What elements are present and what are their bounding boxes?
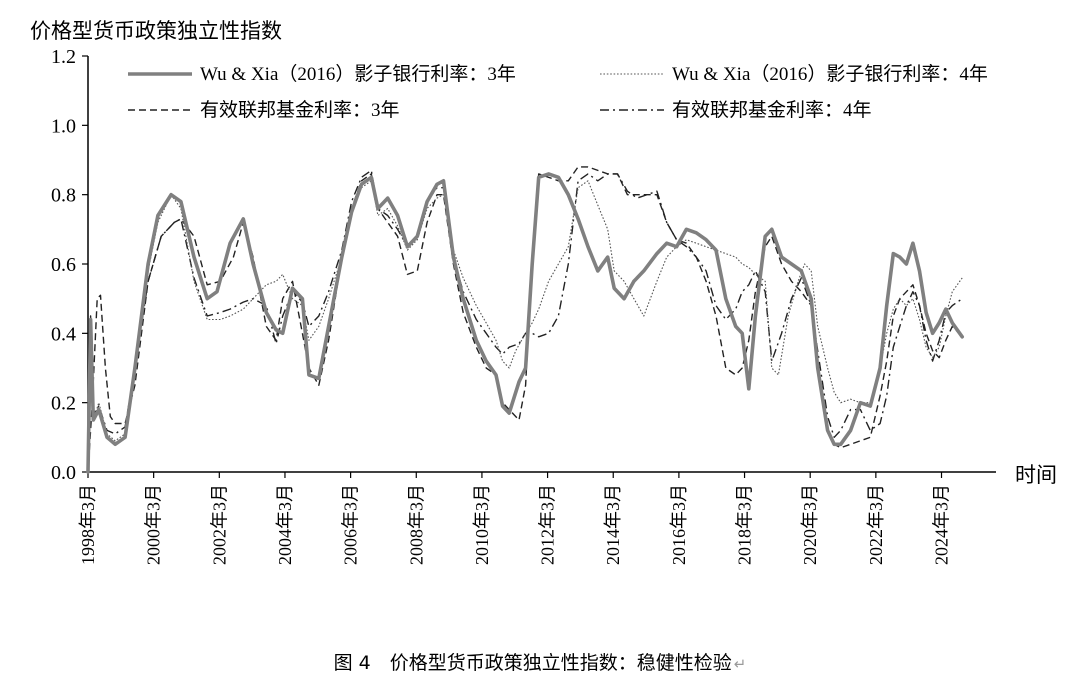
x-tick-label: 2010年3月 — [472, 484, 492, 565]
y-tick-label: 1.0 — [51, 115, 76, 137]
series-line-2 — [87, 180, 963, 473]
legend-label-1: Wu & Xia（2016）影子银行利率：3年 — [200, 63, 516, 85]
x-tick-label: 2014年3月 — [603, 484, 623, 565]
legend-label-3: 有效联邦基金利率：3年 — [200, 99, 400, 121]
y-tick-label: 0.6 — [51, 254, 76, 276]
x-tick-label: 2006年3月 — [341, 484, 361, 565]
x-tick-label: 2016年3月 — [669, 484, 689, 565]
y-axis-title: 价格型货币政策独立性指数 — [30, 19, 282, 43]
x-tick-label: 2004年3月 — [275, 484, 295, 565]
caption-text: 图 4 价格型货币政策独立性指数：稳健性检验 — [333, 652, 732, 674]
x-tick-label: 2012年3月 — [538, 484, 558, 565]
x-tick-label: 1998年3月 — [78, 484, 98, 565]
y-axis-label: 价格型货币政策独立性指数 — [30, 19, 282, 43]
x-tick-label: 2020年3月 — [800, 484, 820, 565]
legend-label-2: Wu & Xia（2016）影子银行利率：4年 — [672, 63, 988, 85]
plot-area — [86, 166, 964, 474]
y-tick-label: 1.2 — [51, 46, 76, 68]
series-line-1 — [86, 172, 964, 474]
x-tick-label: 2018年3月 — [735, 484, 755, 565]
x-axis-title: 时间 — [1015, 463, 1057, 487]
x-tick-label: 2022年3月 — [866, 484, 886, 565]
axes: 0.0 0.2 0.4 0.6 0.8 1.0 1.2 1998年3月 2000年3月 2002年… — [51, 46, 996, 565]
x-tick-label: 2002年3月 — [209, 484, 229, 565]
legend-label-4: 有效联邦基金利率：4年 — [672, 99, 872, 121]
y-tick-label: 0.4 — [51, 323, 76, 345]
y-tick-label: 0.0 — [51, 462, 76, 484]
chart: 价格型货币政策独立性指数 时间 0.0 0.2 0.4 0.6 0.8 1.0 1.2 199… — [30, 19, 1057, 565]
series-line-4 — [87, 169, 963, 473]
x-tick-label: 2024年3月 — [932, 484, 952, 565]
series-line-3 — [87, 166, 963, 473]
x-tick-label: 2008年3月 — [406, 484, 426, 565]
x-axis-label: 时间 — [1015, 463, 1057, 487]
y-tick-label: 0.8 — [51, 185, 76, 207]
x-tick-label: 2000年3月 — [144, 484, 164, 565]
figure-caption: 图 4 价格型货币政策独立性指数：稳健性检验 ↵ — [0, 648, 1080, 675]
y-tick-label: 0.2 — [51, 393, 76, 415]
legend: Wu & Xia（2016）影子银行利率：3年 Wu & Xia（2016）影子银… — [128, 63, 988, 121]
return-mark: ↵ — [733, 655, 747, 673]
